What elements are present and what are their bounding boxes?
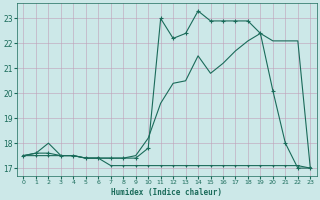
- X-axis label: Humidex (Indice chaleur): Humidex (Indice chaleur): [111, 188, 222, 197]
